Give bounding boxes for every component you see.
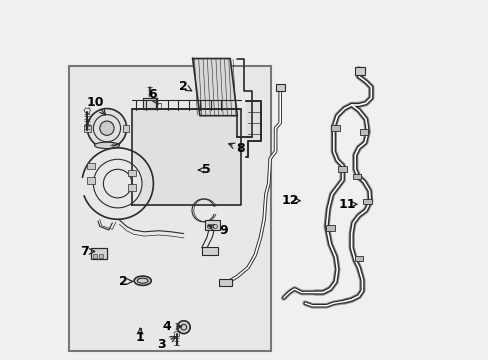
Text: 10: 10: [86, 96, 104, 109]
Polygon shape: [132, 109, 241, 205]
Text: 1: 1: [136, 331, 144, 344]
Bar: [354, 256, 363, 261]
Ellipse shape: [134, 276, 151, 285]
Bar: [91, 248, 107, 259]
Polygon shape: [246, 102, 260, 157]
Bar: [69, 66, 271, 351]
Bar: [87, 163, 95, 169]
Circle shape: [93, 159, 142, 208]
Bar: [91, 248, 107, 259]
Bar: [325, 225, 334, 231]
Bar: [354, 67, 365, 75]
Bar: [93, 254, 97, 257]
Text: 2: 2: [119, 275, 128, 288]
Bar: [128, 170, 136, 176]
Bar: [338, 166, 346, 172]
Text: 5: 5: [201, 163, 210, 176]
Bar: [84, 125, 91, 132]
Circle shape: [177, 321, 190, 334]
Text: 4: 4: [162, 320, 171, 333]
Text: 12: 12: [281, 194, 298, 207]
Text: 2: 2: [179, 80, 188, 93]
Text: 8: 8: [236, 142, 245, 155]
Bar: [275, 84, 284, 91]
Bar: [87, 177, 95, 184]
Bar: [143, 98, 156, 109]
Bar: [128, 184, 136, 191]
Bar: [363, 199, 371, 204]
Bar: [99, 254, 103, 257]
Ellipse shape: [94, 142, 119, 149]
Text: 11: 11: [338, 198, 355, 211]
Bar: [201, 247, 217, 255]
Circle shape: [100, 121, 114, 135]
Circle shape: [87, 109, 126, 148]
Bar: [359, 129, 367, 135]
Text: 6: 6: [148, 89, 156, 102]
Bar: [352, 174, 361, 179]
Bar: [205, 220, 220, 230]
Bar: [331, 125, 339, 131]
Bar: [219, 279, 232, 287]
Text: 7: 7: [81, 245, 89, 258]
Bar: [123, 125, 129, 132]
Bar: [143, 98, 156, 109]
Text: 9: 9: [219, 224, 227, 237]
Polygon shape: [192, 59, 237, 116]
Text: 3: 3: [157, 338, 165, 351]
